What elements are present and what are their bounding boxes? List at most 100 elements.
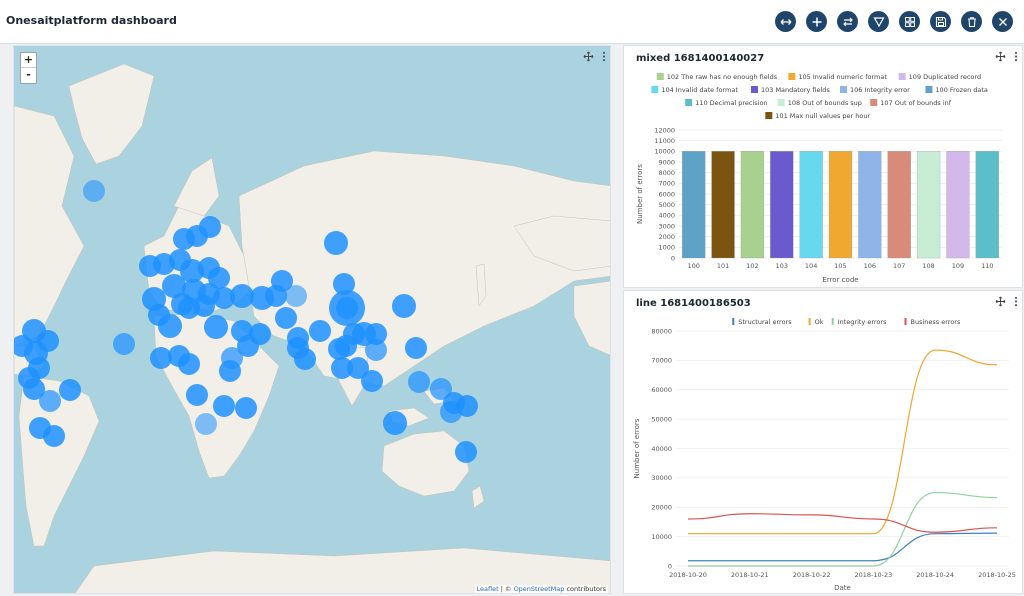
move-icon[interactable] [583,51,594,62]
close-button[interactable] [992,11,1013,32]
bar [887,151,911,259]
attribution-tail: contributors [564,585,606,593]
legend-label: Ok [815,318,824,326]
legend-label: 109 Duplicated record [909,73,981,81]
mixed-panel-controls [995,51,1018,62]
map-panel: + - Leaflet | © OpenStreetMap contributo… [13,45,611,594]
map-marker [333,273,355,295]
map-marker [43,425,65,447]
map-marker [195,413,217,435]
map-marker [294,348,316,370]
plus-icon [812,17,821,26]
transfer-arrows-icon [842,17,853,26]
map-marker [408,371,430,393]
close-icon [998,17,1007,26]
y-tick-label: 30000 [651,474,672,482]
map-marker [347,357,369,379]
y-axis-label: Number of errors [633,418,641,478]
mixed-chart-title: mixed 1681400140027 [636,53,765,64]
y-tick-label: 3000 [658,222,675,230]
bar [975,151,999,259]
legend-label: 110 Decimal precision [695,99,767,107]
filter-button[interactable] [868,11,889,32]
openstreetmap-link[interactable]: OpenStreetMap [513,585,565,593]
legend-swatch [656,73,664,80]
legend-label: 100 Frozen data [935,86,987,94]
add-button[interactable] [806,11,827,32]
leaflet-link[interactable]: Leaflet [476,585,499,593]
kebab-menu-icon[interactable] [1014,296,1018,307]
layout-button[interactable] [899,11,920,32]
map-marker [309,320,331,342]
map-marker [204,315,228,339]
x-axis-label: Error code [822,276,858,284]
legend-swatch [925,86,933,93]
map-marker [285,285,307,307]
y-tick-label: 70000 [651,357,672,365]
legend-label: 101 Max null values per hour [775,112,870,120]
bar [916,151,941,259]
zoom-in-button[interactable]: + [21,53,36,68]
map-land-layer [14,63,610,593]
map-marker [405,337,427,359]
move-icon[interactable] [995,296,1006,307]
map-marker [336,297,358,319]
filter-icon [872,16,885,27]
expand-button[interactable] [775,11,796,32]
legend-swatch [898,73,906,80]
x-tick-label: 105 [834,262,846,270]
zoom-control: + - [20,52,37,84]
map-marker [208,267,230,289]
series-line [687,513,998,533]
map-marker [178,297,200,319]
zoom-out-button[interactable]: - [26,68,31,81]
map-marker [383,411,407,435]
y-tick-label: 1000 [658,244,675,252]
line-panel-controls [995,296,1018,307]
y-tick-label: 20000 [651,504,672,512]
bar [799,151,823,259]
map-marker [361,370,383,392]
x-tick-label: 2018-10-22 [793,571,831,579]
legend-label: 107 Out of bounds inf [880,99,952,107]
x-tick-label: 103 [776,262,788,270]
map-marker [392,294,416,318]
series-line [687,491,998,567]
y-tick-label: 50000 [651,415,672,423]
bar [740,151,765,259]
map-marker [335,335,357,357]
map-marker [150,347,172,369]
move-icon[interactable] [995,51,1006,62]
y-tick-label: 40000 [651,445,672,453]
x-tick-label: 104 [805,262,817,270]
y-tick-label: 80000 [651,327,672,335]
x-tick-label: 107 [893,262,905,270]
floppy-disk-icon [935,16,946,27]
kebab-menu-icon[interactable] [1014,51,1018,62]
y-tick-label: 4000 [658,212,675,220]
x-tick-label: 2018-10-23 [855,571,893,579]
world-map[interactable]: + - Leaflet | © OpenStreetMap contributo… [14,46,610,593]
map-marker [213,287,235,309]
y-tick-label: 10000 [654,148,675,156]
map-marker [324,231,348,255]
map-marker [237,335,259,357]
map-marker [235,397,257,419]
x-tick-label: 110 [981,262,993,270]
map-marker [28,357,50,379]
y-tick-label: 0 [668,562,672,570]
y-tick-label: 0 [671,254,675,262]
map-marker [113,333,135,355]
map-marker [365,323,387,345]
legend-swatch [765,112,773,119]
x-tick-label: 101 [717,262,729,270]
kebab-menu-icon[interactable] [602,51,606,62]
map-marker [186,225,208,247]
save-button[interactable] [930,11,951,32]
transfer-button[interactable] [837,11,858,32]
delete-button[interactable] [961,11,982,32]
map-marker [59,379,81,401]
map-attribution: Leaflet | © OpenStreetMap contributors [474,585,608,593]
x-tick-label: 106 [864,262,876,270]
x-axis-label: Date [834,584,851,592]
